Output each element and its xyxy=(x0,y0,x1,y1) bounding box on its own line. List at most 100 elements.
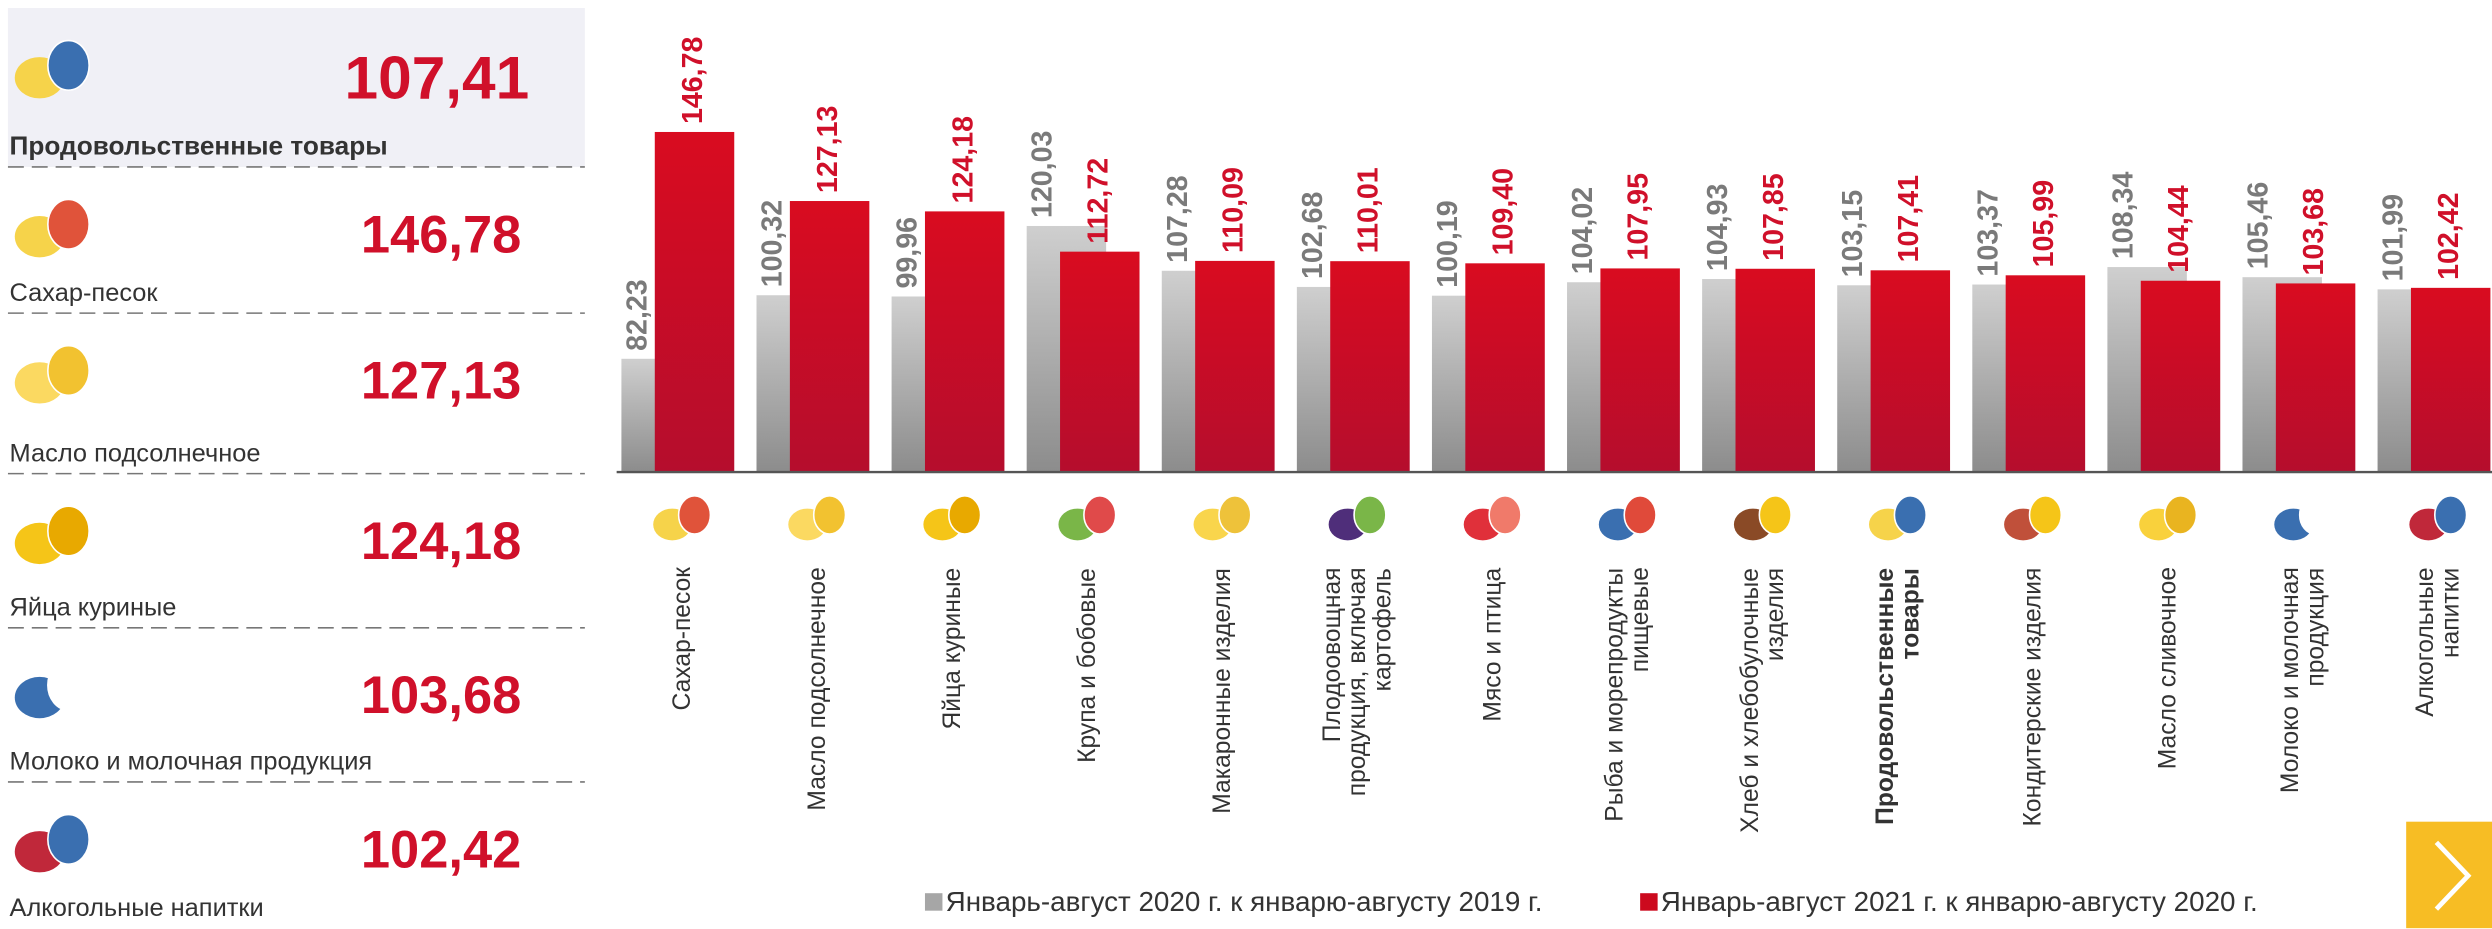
icon xyxy=(1084,496,1116,534)
x-tick-label-wrap: Макаронные изделия xyxy=(1152,567,1295,885)
icon xyxy=(2030,496,2062,534)
x-tick-label-box: Крупа и бобовые xyxy=(1017,567,1160,885)
icon xyxy=(814,496,846,534)
value-label: 102,42 xyxy=(2433,192,2465,279)
value-label: 82,23 xyxy=(621,279,653,351)
value-label: 108,34 xyxy=(2107,172,2139,260)
value-label: 100,19 xyxy=(1432,200,1464,287)
value-label: 104,44 xyxy=(2163,185,2195,273)
value-label: 99,96 xyxy=(892,217,924,289)
page: {"summary": {"items": [ {"label": "Продо… xyxy=(0,0,2492,929)
summary-value: 103,68 xyxy=(361,667,521,725)
x-tick-label: Хлеб и хлебобулочные изделия xyxy=(1739,567,1790,885)
icon xyxy=(48,815,89,865)
bar xyxy=(1060,252,1139,472)
bar xyxy=(655,132,734,472)
x-tick-label-wrap: Хлеб и хлебобулочные изделия xyxy=(1693,567,1836,885)
value-label: 107,85 xyxy=(1758,173,1790,261)
summary-label: Продовольственные товары xyxy=(10,131,388,161)
x-tick-label: Кондитерские изделия xyxy=(2022,567,2047,885)
icon xyxy=(1624,496,1656,534)
value-label: 105,46 xyxy=(2243,182,2275,269)
bar xyxy=(925,211,1004,472)
value-label: 103,37 xyxy=(1972,189,2004,276)
bar xyxy=(2141,281,2220,472)
bar xyxy=(2276,283,2355,472)
icon xyxy=(48,41,89,91)
value-label: 146,78 xyxy=(677,36,709,124)
bar xyxy=(790,201,869,472)
value-label: 110,01 xyxy=(1353,167,1385,253)
bar xyxy=(1600,268,1679,472)
value-label: 107,28 xyxy=(1162,175,1194,263)
x-tick-label-box: Масло сливочное xyxy=(2098,567,2241,885)
summary-value: 102,42 xyxy=(361,821,521,879)
icon xyxy=(1219,496,1251,534)
x-tick-label-wrap: Мясо и птица xyxy=(1422,567,1565,885)
value-label: 103,15 xyxy=(1837,190,1869,278)
value-label: 112,72 xyxy=(1082,158,1114,244)
x-tick-label: Сахар-песок xyxy=(671,567,696,885)
x-tick-label-wrap: Плодоовощная продукция, включая картофел… xyxy=(1287,567,1430,885)
bar xyxy=(1871,270,1950,472)
summary-label: Яйца куриные xyxy=(10,593,177,621)
value-label: 101,99 xyxy=(2378,194,2410,281)
x-tick-label-wrap: Рыба и морепродукты пищевые xyxy=(1558,567,1701,885)
value-label: 124,18 xyxy=(947,116,979,204)
summary-label: Молоко и молочная продукция xyxy=(10,748,373,776)
icon xyxy=(48,346,89,396)
x-tick-label: Плодоовощная продукция, включая картофел… xyxy=(1321,567,1397,885)
icon xyxy=(679,496,711,534)
bar xyxy=(2411,288,2490,472)
x-tick-label-box: Мясо и птица xyxy=(1422,567,1565,885)
x-tick-label: Рыба и морепродукты пищевые xyxy=(1604,567,1655,885)
icon xyxy=(48,199,89,249)
legend-label: Январь-август 2020 г. к январю-августу 2… xyxy=(946,886,1543,917)
x-tick-label-box: Продовольственные товары xyxy=(1828,567,1971,885)
summary-value: 127,13 xyxy=(361,352,521,410)
x-tick-label-wrap: Сахар-песок xyxy=(612,567,755,885)
legend-label: Январь-август 2021 г. к январю-августу 2… xyxy=(1661,886,2258,917)
bar xyxy=(1736,269,1815,472)
icon xyxy=(949,496,981,534)
x-tick-label-box: Молоко и молочная продукция xyxy=(2233,567,2376,885)
legend-swatch xyxy=(1640,893,1657,910)
value-label: 105,99 xyxy=(2028,180,2060,267)
next-button-bg[interactable] xyxy=(2406,822,2492,928)
x-tick-label: Макаронные изделия xyxy=(1211,567,1236,885)
value-label: 104,93 xyxy=(1702,184,1734,271)
value-label: 110,09 xyxy=(1217,167,1249,253)
x-tick-label: Масло сливочное xyxy=(2157,567,2182,885)
screen: 107,41 Продовольственные товары 146,78 Саха… xyxy=(0,0,2492,929)
summary-value: 124,18 xyxy=(361,513,521,571)
x-tick-label: Продовольственные товары xyxy=(1874,567,1925,885)
value-label: 109,40 xyxy=(1488,168,1520,255)
bar xyxy=(1195,261,1274,472)
icon xyxy=(48,660,89,710)
summary-label: Алкогольные напитки xyxy=(10,894,264,922)
value-label: 104,02 xyxy=(1567,187,1599,274)
x-tick-label-box: Сахар-песок xyxy=(612,567,755,885)
x-tick-label-box: Яйца куриные xyxy=(882,567,1025,885)
bar xyxy=(1465,263,1544,472)
x-tick-label-box: Плодоовощная продукция, включая картофел… xyxy=(1287,567,1430,885)
icon xyxy=(1759,496,1791,534)
value-label: 120,03 xyxy=(1027,131,1059,218)
summary-label: Масло подсолнечное xyxy=(10,439,261,467)
value-label: 127,13 xyxy=(812,106,844,193)
bar xyxy=(2006,275,2085,472)
x-tick-label: Масло подсолнечное xyxy=(806,567,831,885)
x-tick-label-box: Хлеб и хлебобулочные изделия xyxy=(1693,567,1836,885)
x-tick-label-wrap: Продовольственные товары xyxy=(1828,567,1971,885)
value-label: 107,41 xyxy=(1893,175,1925,263)
x-tick-label-wrap: Молоко и молочная продукция xyxy=(2233,567,2376,885)
summary: 107,41Продовольственные товары146,78Саха… xyxy=(8,41,585,922)
x-tick-label-box: Рыба и морепродукты пищевые xyxy=(1558,567,1701,885)
next-button[interactable] xyxy=(2406,822,2492,928)
x-tick-label-wrap: Крупа и бобовые xyxy=(1017,567,1160,885)
x-tick-label-wrap: Кондитерские изделия xyxy=(1963,567,2106,885)
value-label: 107,95 xyxy=(1623,173,1655,261)
icon xyxy=(2435,496,2467,534)
icon xyxy=(48,506,89,556)
